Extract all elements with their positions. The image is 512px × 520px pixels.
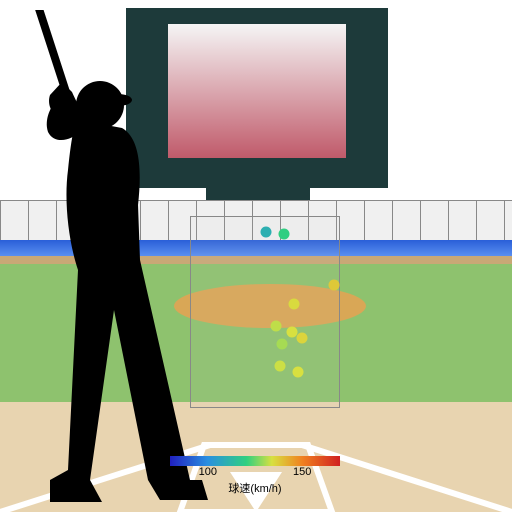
- speed-legend: 100 150 球速(km/h): [170, 456, 340, 496]
- strike-zone: [190, 216, 340, 408]
- legend-tick: 150: [293, 466, 311, 478]
- speed-legend-bar: [170, 456, 340, 466]
- legend-tick: 100: [199, 466, 217, 478]
- pitch-marker: [289, 299, 300, 310]
- pitch-marker: [297, 333, 308, 344]
- pitch-marker: [329, 280, 340, 291]
- pitch-marker: [293, 367, 304, 378]
- pitch-marker: [261, 227, 272, 238]
- baseball-pitch-chart: 100 150 球速(km/h): [0, 0, 512, 512]
- pitch-marker: [275, 361, 286, 372]
- pitch-marker: [277, 339, 288, 350]
- pitch-marker: [271, 321, 282, 332]
- speed-legend-ticks: 100 150: [170, 466, 340, 480]
- speed-legend-label: 球速(km/h): [170, 480, 340, 496]
- scoreboard-screen: [168, 24, 346, 158]
- pitch-marker: [279, 229, 290, 240]
